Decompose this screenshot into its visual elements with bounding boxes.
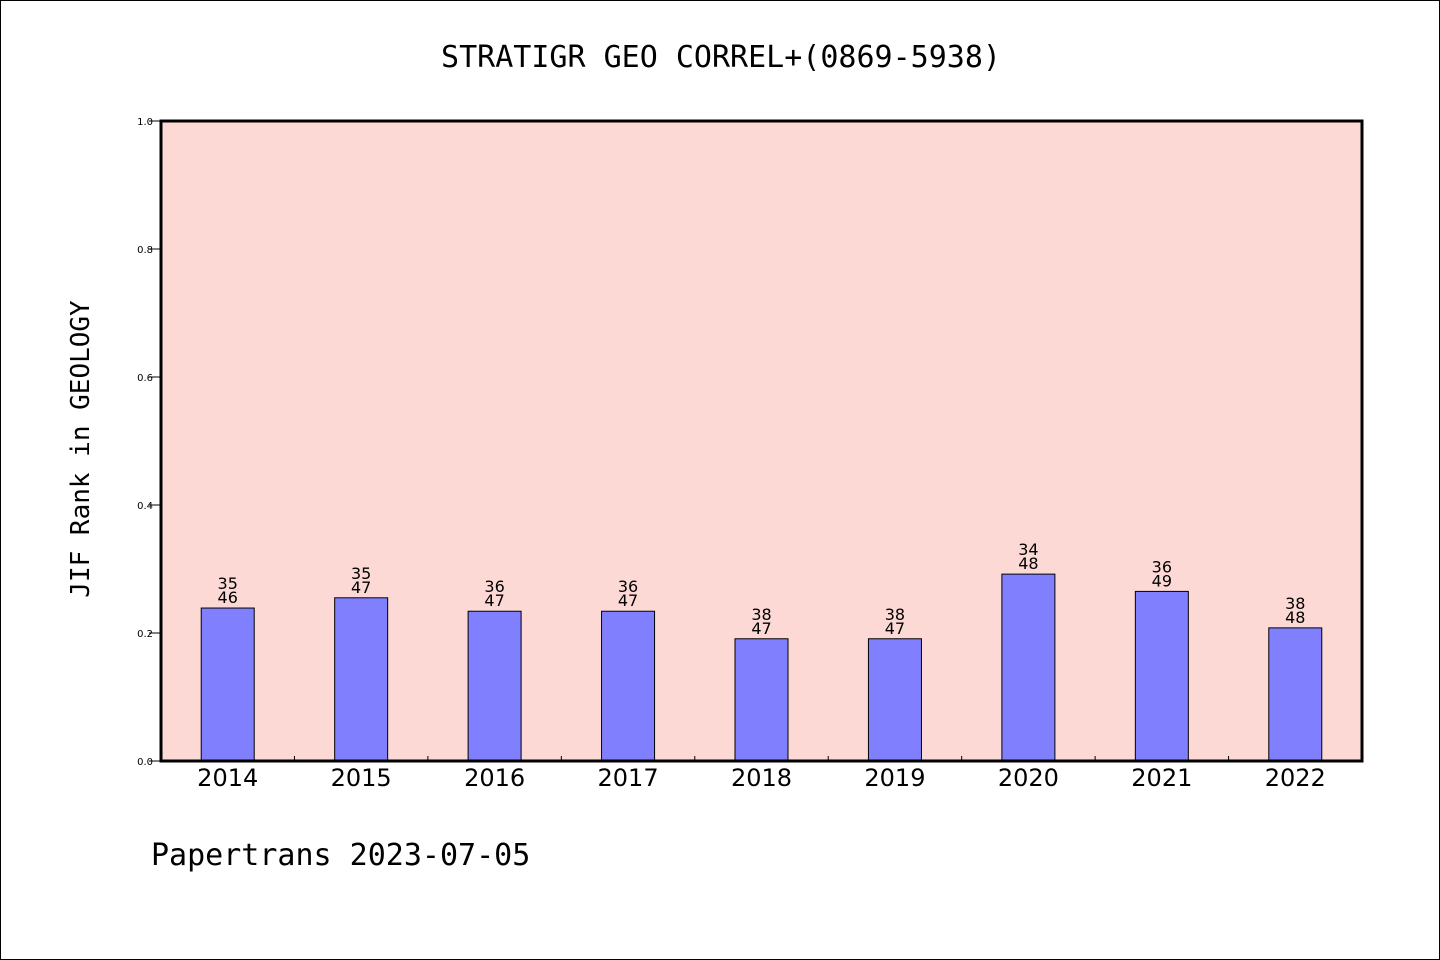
bar-2020 [1001, 573, 1056, 762]
bar-label-top: 36 [618, 577, 638, 596]
x-tick-label: 2022 [1265, 764, 1326, 792]
chart-title: STRATIGR GEO CORREL+(0869-5938) [441, 40, 1001, 75]
bar-label-bottom: 48 [1018, 554, 1038, 573]
footer-note: Papertrans 2023-07-05 [151, 838, 530, 873]
bar-label-bottom: 49 [1152, 571, 1172, 590]
bar-label-top: 35 [218, 574, 238, 593]
bar-2022 [1268, 627, 1323, 762]
bar-label-bottom: 47 [885, 619, 905, 638]
bar-label-bottom: 46 [218, 588, 238, 607]
x-tick-label: 2017 [598, 764, 659, 792]
bar-label-top: 36 [484, 577, 504, 596]
y-axis-label: JIF Rank in GEOLOGY [66, 300, 96, 598]
bar-label-top: 34 [1018, 540, 1038, 559]
bar-label-bottom: 47 [351, 578, 371, 597]
bar-label-top: 38 [1285, 594, 1305, 613]
bar-label-bottom: 48 [1285, 608, 1305, 627]
axes-layer: 2014 2015 2016 2017 2018 2019 2020 2021 2022 0.0 0… [137, 117, 1326, 792]
x-tick-label: 2018 [731, 764, 792, 792]
bar-label-top: 38 [751, 605, 771, 624]
bar-2018 [734, 638, 789, 762]
bar-2014 [200, 607, 255, 762]
y-tick-label: 0.4 [137, 501, 153, 512]
plot-border [159, 119, 1364, 763]
bar-2019 [867, 638, 922, 762]
bar-2021 [1134, 590, 1189, 762]
y-tick-label: 0.2 [137, 629, 153, 640]
bar-label-bottom: 47 [751, 619, 771, 638]
x-tick-label: 2016 [464, 764, 525, 792]
bar-label-bottom: 47 [618, 591, 638, 610]
x-tick-label: 2020 [998, 764, 1059, 792]
bar-2016 [467, 610, 522, 762]
bar-2015 [334, 597, 389, 762]
bar-label-bottom: 47 [484, 591, 504, 610]
y-tick-label: 1.0 [137, 117, 153, 128]
x-tick-label: 2021 [1131, 764, 1192, 792]
bar-2017 [601, 610, 656, 762]
bar-label-top: 38 [885, 605, 905, 624]
y-tick-label: 0.8 [137, 245, 153, 256]
x-tick-label: 2014 [197, 764, 258, 792]
bar-label-top: 36 [1152, 557, 1172, 576]
bar-label-top: 35 [351, 564, 371, 583]
x-tick-label: 2015 [331, 764, 392, 792]
y-tick-label: 0.6 [137, 373, 153, 384]
y-tick-label: 0.0 [137, 757, 153, 768]
x-tick-label: 2019 [864, 764, 925, 792]
